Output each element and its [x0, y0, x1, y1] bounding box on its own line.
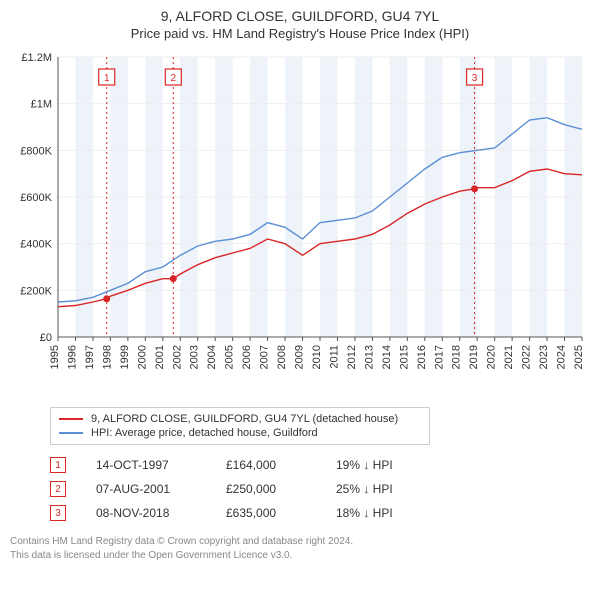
sale-marker: 1	[50, 457, 66, 473]
x-tick-label: 2007	[259, 345, 271, 369]
y-tick-label: £1M	[31, 99, 52, 111]
sale-point	[170, 275, 177, 282]
legend: 9, ALFORD CLOSE, GUILDFORD, GU4 7YL (det…	[50, 407, 430, 445]
x-tick-label: 2016	[416, 345, 428, 369]
footer-line2: This data is licensed under the Open Gov…	[10, 549, 590, 563]
x-tick-label: 2017	[433, 345, 445, 369]
sale-row: 3 08-NOV-2018 £635,000 18% ↓ HPI	[50, 501, 590, 525]
x-tick-label: 2008	[276, 345, 288, 369]
sale-marker: 2	[50, 481, 66, 497]
callout-label: 1	[104, 73, 110, 84]
x-tick-label: 1995	[49, 345, 61, 369]
sales-table: 1 14-OCT-1997 £164,000 19% ↓ HPI 2 07-AUG-200…	[50, 453, 590, 525]
x-tick-label: 2005	[224, 345, 236, 369]
x-tick-label: 2002	[171, 345, 183, 369]
x-tick-label: 2023	[538, 345, 550, 369]
x-tick-label: 2021	[503, 345, 515, 369]
sale-price: £250,000	[226, 482, 306, 496]
x-tick-label: 2025	[573, 345, 585, 369]
sale-point	[471, 185, 478, 192]
y-tick-label: £600K	[20, 192, 52, 204]
x-tick-label: 2022	[521, 345, 533, 369]
y-tick-label: £800K	[20, 145, 52, 157]
callout-label: 3	[472, 73, 478, 84]
sale-date: 08-NOV-2018	[96, 506, 196, 520]
sale-date: 14-OCT-1997	[96, 458, 196, 472]
x-tick-label: 2006	[241, 345, 253, 369]
x-tick-label: 2020	[486, 345, 498, 369]
x-tick-label: 1998	[101, 345, 113, 369]
title-line1: 9, ALFORD CLOSE, GUILDFORD, GU4 7YL	[10, 8, 590, 24]
chart-title-block: 9, ALFORD CLOSE, GUILDFORD, GU4 7YL Pric…	[10, 8, 590, 41]
x-tick-label: 2001	[154, 345, 166, 369]
x-tick-label: 1999	[119, 345, 131, 369]
x-tick-label: 2004	[206, 345, 218, 369]
sale-row: 2 07-AUG-2001 £250,000 25% ↓ HPI	[50, 477, 590, 501]
x-tick-label: 2011	[328, 345, 340, 369]
x-tick-label: 2010	[311, 345, 323, 369]
y-tick-label: £0	[40, 332, 52, 344]
x-tick-label: 2015	[398, 345, 410, 369]
x-tick-label: 2024	[556, 345, 568, 369]
x-tick-label: 2019	[468, 345, 480, 369]
sale-price: £635,000	[226, 506, 306, 520]
footer-line1: Contains HM Land Registry data © Crown c…	[10, 535, 590, 549]
y-tick-label: £1.2M	[21, 52, 52, 64]
legend-swatch	[59, 418, 83, 420]
sale-delta: 25% ↓ HPI	[336, 482, 426, 496]
legend-item: 9, ALFORD CLOSE, GUILDFORD, GU4 7YL (det…	[59, 412, 421, 426]
x-tick-label: 1996	[66, 345, 78, 369]
x-tick-label: 2013	[363, 345, 375, 369]
x-tick-label: 2009	[294, 345, 306, 369]
y-tick-label: £200K	[20, 285, 52, 297]
x-tick-label: 2012	[346, 345, 358, 369]
x-tick-label: 2000	[136, 345, 148, 369]
sale-price: £164,000	[226, 458, 306, 472]
sale-date: 07-AUG-2001	[96, 482, 196, 496]
legend-swatch	[59, 432, 83, 434]
legend-label: HPI: Average price, detached house, Guil…	[91, 427, 318, 439]
x-tick-label: 2003	[189, 345, 201, 369]
x-tick-label: 1997	[84, 345, 96, 369]
sale-delta: 19% ↓ HPI	[336, 458, 426, 472]
y-tick-label: £400K	[20, 239, 52, 251]
sale-marker: 3	[50, 505, 66, 521]
x-tick-label: 2014	[381, 345, 393, 369]
title-line2: Price paid vs. HM Land Registry's House …	[10, 26, 590, 41]
x-tick-label: 2018	[451, 345, 463, 369]
callout-label: 2	[170, 73, 176, 84]
chart-area: £0 £200K £400K £600K £800K £1M £1.2M 1 2 3 1995 199…	[10, 47, 590, 397]
legend-label: 9, ALFORD CLOSE, GUILDFORD, GU4 7YL (det…	[91, 413, 398, 425]
sale-point	[103, 295, 110, 302]
footer: Contains HM Land Registry data © Crown c…	[10, 535, 590, 562]
legend-item: HPI: Average price, detached house, Guil…	[59, 426, 421, 440]
sale-delta: 18% ↓ HPI	[336, 506, 426, 520]
chart-svg: £0 £200K £400K £600K £800K £1M £1.2M 1 2 3 1995 199…	[10, 47, 590, 397]
sale-row: 1 14-OCT-1997 £164,000 19% ↓ HPI	[50, 453, 590, 477]
